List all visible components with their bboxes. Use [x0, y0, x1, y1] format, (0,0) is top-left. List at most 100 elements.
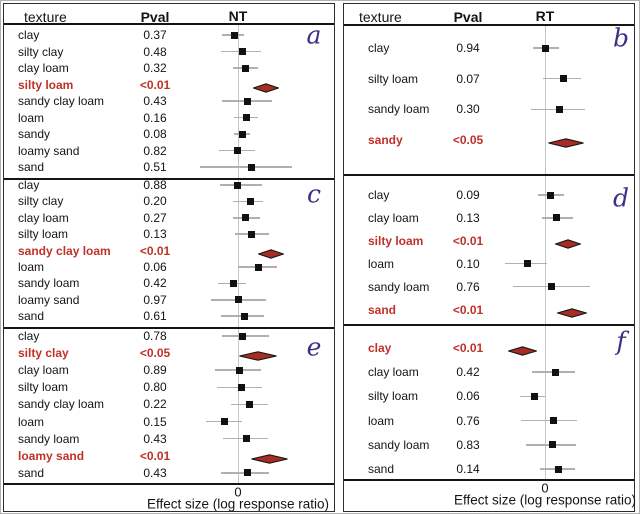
pval-value: 0.97	[143, 292, 167, 307]
zero-reference-line	[238, 25, 240, 483]
column-header-treatment: NT	[228, 8, 248, 24]
diamond-shape	[553, 239, 583, 249]
point-marker	[547, 283, 555, 291]
point-marker	[238, 48, 246, 55]
point-marker	[242, 114, 250, 121]
ci-line	[222, 335, 269, 337]
texture-label: sand	[368, 302, 397, 317]
pval-value: 0.08	[143, 127, 167, 141]
pval-value: 0.89	[143, 363, 167, 378]
point-marker	[238, 332, 246, 340]
pval-value: 0.14	[456, 462, 480, 476]
summary-diamond	[555, 305, 589, 318]
panel-letter: d	[612, 183, 630, 213]
summary-diamond	[553, 236, 583, 249]
texture-label: clay	[368, 188, 390, 202]
pval-value: 0.15	[143, 414, 167, 429]
pval-value: 0.16	[143, 110, 167, 125]
forest-row: sandy clay loam 0.43	[4, 93, 334, 109]
texture-label: loam	[18, 414, 45, 429]
pval-value: 0.43	[143, 94, 167, 108]
forest-row: silty loam 0.80	[4, 379, 334, 395]
point-marker	[551, 368, 559, 376]
point-marker	[230, 31, 238, 39]
x-axis-line	[344, 479, 634, 482]
point-marker	[233, 181, 241, 189]
point-marker	[559, 75, 567, 83]
forest-row: loamy sand <0.01	[4, 448, 334, 464]
ci-line	[521, 419, 577, 422]
column-header-pval: Pval	[140, 9, 170, 25]
x-axis-title: Effect size (log response ratio)	[146, 496, 330, 512]
diamond-shape	[555, 307, 589, 318]
column-header-texture: texture	[24, 9, 67, 25]
pval-value: 0.06	[143, 260, 167, 274]
texture-label: silty loam	[18, 77, 74, 92]
pval-value: <0.01	[139, 77, 171, 92]
forest-row: clay 0.09	[344, 187, 634, 203]
point-marker	[246, 197, 254, 205]
texture-label: silty loam	[368, 233, 424, 248]
point-marker	[241, 64, 249, 72]
panel-letter: e	[306, 332, 322, 362]
forest-row: sandy <0.05	[344, 132, 634, 148]
forest-row: sandy loam 0.76	[344, 279, 634, 295]
texture-label: sandy clay loam	[18, 94, 105, 108]
forest-row: sandy clay loam <0.01	[4, 243, 334, 259]
texture-label: sand	[18, 309, 45, 324]
texture-label: clay	[18, 178, 40, 192]
forest-row: clay 0.94	[344, 40, 634, 56]
forest-row: clay <0.01	[344, 340, 634, 356]
forest-row: silty clay 0.20	[4, 193, 334, 209]
panel-letter: b	[612, 23, 630, 53]
forest-row: sandy loam 0.83	[344, 437, 634, 453]
texture-label: loam	[18, 110, 45, 125]
point-marker	[241, 214, 249, 222]
diamond-shape	[251, 453, 288, 464]
point-marker	[220, 418, 228, 425]
pval-value: 0.32	[143, 61, 167, 75]
point-marker	[554, 465, 562, 473]
forest-row: loamy sand 0.82	[4, 143, 334, 159]
forest-row: sandy clay loam 0.22	[4, 396, 334, 412]
forest-row: silty loam 0.13	[4, 226, 334, 242]
pval-value: 0.43	[143, 465, 167, 480]
forest-row: sandy loam 0.42	[4, 275, 334, 291]
texture-label: sandy loam	[368, 102, 430, 117]
summary-diamond	[251, 80, 281, 93]
texture-label: loamy sand	[18, 292, 80, 307]
section-divider-line	[344, 324, 634, 327]
pval-value: 0.20	[143, 194, 167, 209]
texture-label: sandy loam	[18, 276, 80, 291]
texture-label: loam	[18, 260, 45, 274]
summary-diamond	[548, 135, 584, 148]
forest-row: clay loam 0.27	[4, 210, 334, 226]
point-marker	[233, 147, 241, 154]
point-marker	[247, 163, 255, 171]
x-axis-zero-label: 0	[541, 480, 549, 496]
pval-value: 0.43	[143, 431, 167, 446]
pval-value: 0.22	[143, 397, 167, 412]
texture-label: clay	[368, 341, 392, 355]
column-header-pval: Pval	[453, 9, 483, 25]
texture-label: loamy sand	[18, 143, 80, 158]
column-header-texture: texture	[359, 9, 402, 25]
pval-value: <0.01	[139, 448, 171, 463]
pval-value: <0.05	[452, 133, 484, 148]
pval-value: <0.01	[452, 341, 484, 355]
pval-value: 0.88	[143, 178, 167, 192]
texture-label: silty loam	[18, 380, 69, 395]
forest-row: loamy sand 0.97	[4, 292, 334, 308]
pval-value: <0.01	[452, 233, 484, 248]
forest-row: loam 0.15	[4, 414, 334, 430]
panel-letter: c	[306, 179, 322, 209]
forest-row: silty clay 0.48	[4, 44, 334, 60]
pval-value: <0.01	[452, 302, 484, 317]
ci-line	[200, 166, 292, 168]
texture-label: loamy sand	[18, 448, 85, 463]
panel-letter: f	[616, 326, 626, 356]
pval-value: <0.05	[139, 346, 171, 361]
point-marker	[242, 435, 250, 443]
forest-row: silty loam 0.06	[344, 388, 634, 404]
point-marker	[541, 44, 549, 52]
